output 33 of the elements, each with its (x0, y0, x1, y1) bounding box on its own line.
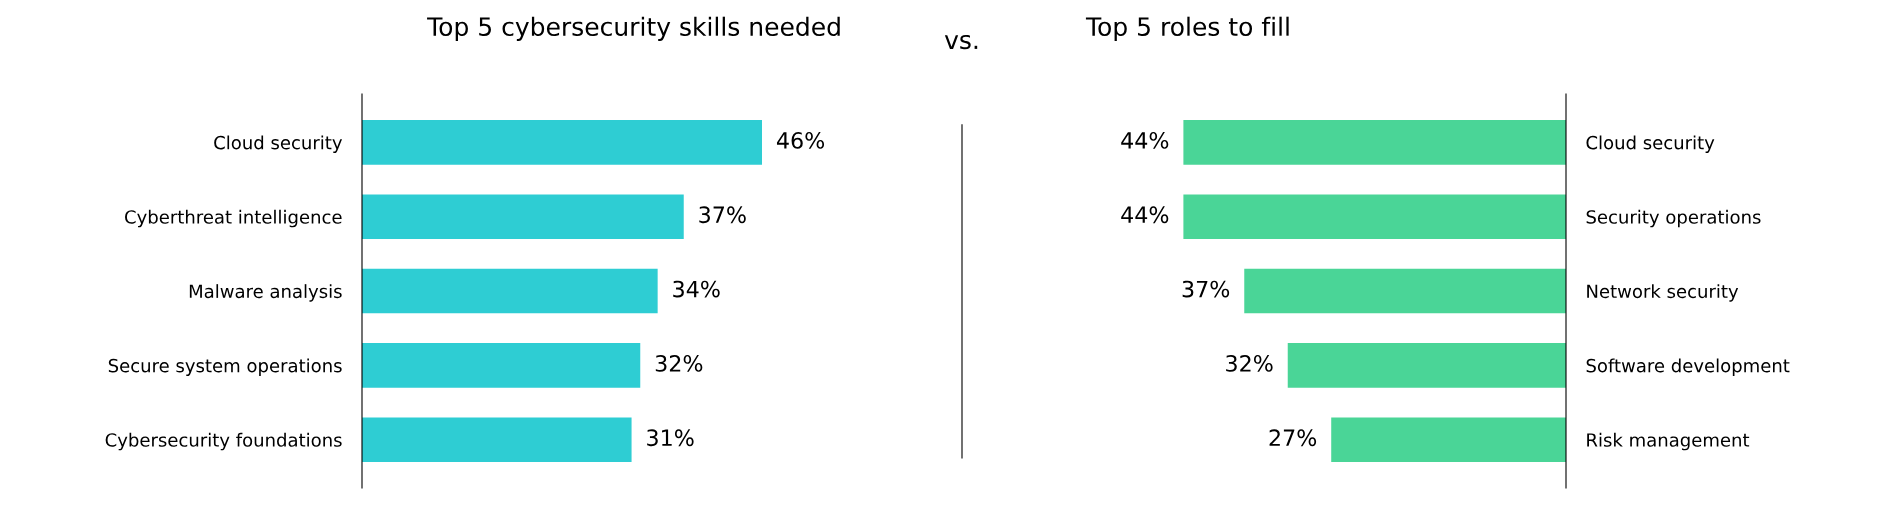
y-tick-label: Software development (1586, 358, 1790, 376)
data-label: 37% (699, 206, 746, 224)
y-tick-label: Cyberthreat intelligence (125, 209, 342, 228)
data-label: 31% (647, 429, 694, 447)
chart-title: Top 5 cybersecurity skills needed (427, 16, 840, 41)
data-label: 32% (1226, 354, 1273, 372)
bar (1183, 120, 1566, 165)
bar (362, 120, 762, 165)
chart-title: Top 5 roles to fill (1085, 16, 1289, 41)
bar (1183, 194, 1566, 239)
y-tick-label: Malware analysis (189, 284, 342, 302)
data-label: 44% (1121, 206, 1169, 224)
y-tick-label: Cybersecurity foundations (105, 432, 342, 451)
bar (1287, 343, 1566, 388)
bar (362, 417, 632, 462)
y-tick-label: Secure system operations (108, 358, 342, 376)
bar (1331, 417, 1566, 462)
y-tick-label: Network security (1587, 284, 1739, 302)
bar (1244, 268, 1566, 314)
y-tick-label: Cloud security (1586, 135, 1715, 153)
data-label: 37% (1182, 280, 1230, 298)
bar (362, 194, 684, 239)
data-label: 27% (1269, 429, 1317, 447)
data-label: 46% (776, 131, 825, 149)
bar (362, 343, 641, 388)
bar (362, 268, 658, 314)
data-label: 32% (655, 354, 703, 372)
data-label: 34% (673, 280, 720, 298)
data-label: 44% (1121, 131, 1169, 149)
y-tick-label: Security operations (1586, 209, 1761, 228)
text: vs. (944, 34, 978, 50)
y-tick-label: Risk management (1587, 432, 1750, 451)
y-tick-label: Cloud security (214, 135, 343, 153)
